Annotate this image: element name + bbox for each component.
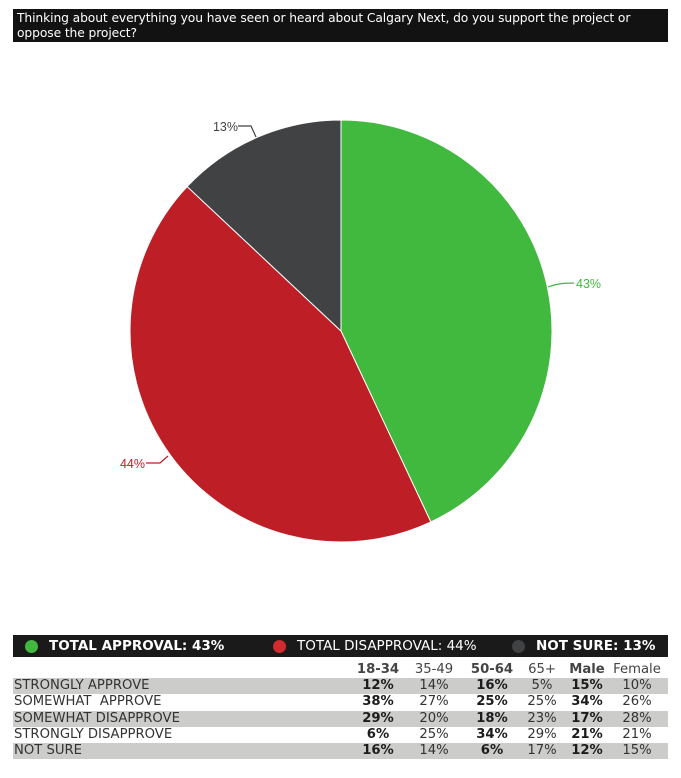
legend-item-approval: TOTAL APPROVAL: 43% — [25, 635, 224, 657]
column-header: 65+ — [528, 662, 556, 677]
table-header-row: 18-34 35-49 50-64 65+ Male Female — [13, 662, 668, 678]
table-cell: 27% — [419, 694, 449, 710]
table-cell: 34% — [476, 726, 508, 742]
row-label: STRONGLY APPROVE — [14, 678, 150, 694]
table-cell: 34% — [571, 694, 603, 710]
table-cell: 15% — [622, 742, 652, 758]
table-row: SOMEWHAT DISAPPROVE 29% 20% 18% 23% 17% 28% — [13, 710, 668, 727]
column-header: 18-34 — [356, 662, 400, 677]
table-cell: 26% — [622, 694, 652, 710]
table-cell: 21% — [571, 726, 603, 742]
column-header: 50-64 — [470, 662, 514, 677]
table-cell: 12% — [362, 678, 394, 694]
table-cell: 14% — [419, 742, 449, 758]
table-row: NOT SURE 16% 14% 6% 17% 12% 15% — [13, 742, 668, 760]
not-sure-label: 13% — [213, 120, 238, 134]
column-header: Male — [569, 662, 605, 677]
leader-line — [547, 282, 575, 288]
pie-chart: 43% 44% 13% — [0, 50, 681, 625]
approval-dot-icon — [25, 639, 38, 653]
table-row: STRONGLY APPROVE 12% 14% 16% 5% 15% 10% — [13, 678, 668, 695]
legend-item-disapproval: TOTAL DISAPPROVAL: 44% — [273, 635, 477, 657]
table-cell: 18% — [476, 710, 508, 726]
table-row: SOMEWHAT APPROVE 38% 27% 25% 25% 34% 26% — [13, 694, 668, 710]
table-row: STRONGLY DISAPPROVE 6% 25% 34% 29% 21% 21% — [13, 727, 668, 743]
approval-slice — [340, 119, 553, 523]
row-label: STRONGLY DISAPPROVE — [14, 726, 173, 742]
column-header: Female — [613, 662, 661, 677]
table-cell: 20% — [419, 710, 449, 726]
table-cell: 29% — [362, 710, 394, 726]
table-cell: 14% — [419, 678, 449, 694]
not-sure-dot-icon — [512, 639, 525, 653]
not-sure-slice — [186, 119, 342, 333]
table-cell: 25% — [419, 726, 449, 742]
table-cell: 6% — [366, 726, 390, 742]
pie-chart-svg: 43% 44% 13% — [120, 119, 601, 543]
row-label: SOMEWHAT DISAPPROVE — [14, 710, 180, 726]
legend-bar: TOTAL APPROVAL: 43% TOTAL DISAPPROVAL: 4… — [13, 635, 668, 657]
column-header: 35-49 — [414, 662, 454, 677]
legend-label: TOTAL APPROVAL: 43% — [49, 638, 225, 654]
approval-label: 43% — [576, 277, 601, 291]
table-cell: 28% — [622, 710, 652, 726]
table-cell: 16% — [362, 742, 394, 758]
disapproval-label: 44% — [120, 457, 145, 471]
table-cell: 5% — [531, 678, 553, 694]
table-cell: 15% — [571, 678, 603, 694]
legend-item-not-sure: NOT SURE: 13% — [512, 635, 655, 657]
table-cell: 16% — [476, 678, 508, 694]
table-cell: 17% — [571, 710, 603, 726]
row-label: SOMEWHAT APPROVE — [14, 694, 162, 710]
row-label: NOT SURE — [14, 742, 83, 758]
leader-line — [238, 125, 257, 138]
table-cell: 38% — [362, 694, 394, 710]
table-cell: 23% — [527, 710, 557, 726]
table-cell: 12% — [571, 742, 603, 758]
disapproval-slice — [129, 185, 432, 543]
chart-title: Thinking about everything you have seen … — [13, 9, 668, 42]
table-cell: 25% — [476, 694, 508, 710]
breakdown-table: 18-34 35-49 50-64 65+ Male Female STRONG… — [13, 662, 668, 760]
table-cell: 21% — [622, 726, 652, 742]
table-cell: 25% — [527, 694, 557, 710]
legend-label: TOTAL DISAPPROVAL: 44% — [297, 638, 477, 654]
leader-line — [146, 455, 169, 464]
table-cell: 17% — [527, 742, 557, 758]
disapproval-dot-icon — [273, 639, 286, 653]
table-cell: 10% — [622, 678, 652, 694]
table-cell: 6% — [480, 742, 504, 758]
table-cell: 29% — [527, 726, 557, 742]
legend-label: NOT SURE: 13% — [536, 638, 656, 654]
table-body: STRONGLY APPROVE 12% 14% 16% 5% 15% 10% SOMEWHA… — [13, 678, 668, 760]
